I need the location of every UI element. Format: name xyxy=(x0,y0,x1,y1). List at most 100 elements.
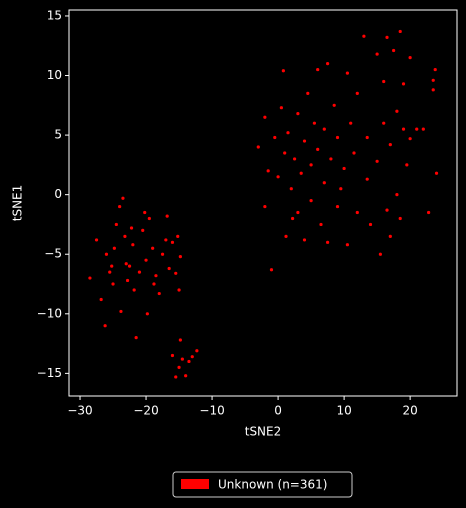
point xyxy=(137,270,142,274)
point xyxy=(316,67,320,72)
point xyxy=(382,79,386,84)
point xyxy=(110,264,114,268)
point xyxy=(145,312,149,316)
point xyxy=(322,127,326,131)
point xyxy=(319,222,323,227)
point xyxy=(365,177,369,181)
point xyxy=(112,246,116,250)
point xyxy=(121,196,125,200)
x-tick-label: 20 xyxy=(402,404,417,418)
point xyxy=(167,266,171,271)
point xyxy=(99,297,103,302)
x-tick-label: −30 xyxy=(67,404,92,418)
point xyxy=(157,291,161,296)
y-tick-label: 0 xyxy=(54,187,62,201)
point xyxy=(141,228,145,233)
point xyxy=(269,268,274,272)
point xyxy=(111,282,115,286)
point xyxy=(398,216,402,221)
point xyxy=(125,278,130,283)
point xyxy=(312,121,316,125)
point xyxy=(296,112,300,116)
legend-swatch xyxy=(181,479,209,489)
point xyxy=(329,157,333,161)
point xyxy=(392,48,396,53)
point xyxy=(431,88,435,92)
point xyxy=(103,324,107,328)
point xyxy=(144,258,148,262)
point xyxy=(174,271,178,275)
point xyxy=(160,252,165,256)
point xyxy=(134,336,138,340)
point xyxy=(401,82,406,86)
point xyxy=(322,181,326,185)
point xyxy=(164,238,168,242)
point xyxy=(190,355,194,359)
point xyxy=(154,274,158,278)
point xyxy=(292,157,297,161)
point xyxy=(127,264,132,268)
point xyxy=(187,359,191,364)
point xyxy=(279,106,283,110)
point xyxy=(263,204,267,209)
point xyxy=(123,234,127,238)
point xyxy=(177,365,181,370)
point xyxy=(178,338,182,342)
point xyxy=(165,214,169,218)
point xyxy=(342,166,346,171)
point xyxy=(286,131,290,135)
point xyxy=(131,243,135,247)
y-axis-label: tSNE1 xyxy=(11,185,25,222)
point xyxy=(152,282,156,286)
point xyxy=(433,67,437,72)
point xyxy=(124,262,128,266)
point xyxy=(170,353,175,358)
point xyxy=(283,151,287,155)
point xyxy=(129,226,134,230)
y-tick-label: 10 xyxy=(47,68,62,82)
point xyxy=(256,145,260,149)
point xyxy=(339,187,343,191)
point xyxy=(147,216,151,221)
point xyxy=(408,137,412,141)
x-axis-label: tSNE2 xyxy=(245,425,282,439)
point xyxy=(108,270,112,274)
x-tick-label: 10 xyxy=(336,404,351,418)
point xyxy=(309,163,313,167)
point xyxy=(178,255,182,259)
point xyxy=(266,169,270,173)
point xyxy=(385,35,389,40)
point xyxy=(382,121,386,125)
point xyxy=(104,252,109,256)
point xyxy=(289,187,293,191)
point xyxy=(335,135,340,140)
legend-box xyxy=(172,471,353,498)
point xyxy=(88,276,92,280)
x-tick-label: −10 xyxy=(199,404,224,418)
point xyxy=(332,103,336,107)
point xyxy=(276,175,280,179)
point xyxy=(180,357,184,361)
point xyxy=(375,159,379,163)
point xyxy=(284,234,288,238)
point xyxy=(114,222,118,227)
point xyxy=(291,216,295,221)
point xyxy=(345,71,350,75)
point xyxy=(421,127,425,131)
point xyxy=(170,240,175,244)
point xyxy=(118,204,122,209)
y-tick-label: 15 xyxy=(47,8,62,22)
point xyxy=(368,222,373,227)
point xyxy=(434,171,439,175)
point xyxy=(355,91,359,95)
point xyxy=(345,243,350,247)
point xyxy=(306,91,310,95)
point xyxy=(401,127,406,131)
legend-label: Unknown (n=361) xyxy=(218,478,327,492)
point xyxy=(302,139,307,143)
point xyxy=(174,375,178,379)
point xyxy=(132,288,136,292)
point xyxy=(388,143,392,147)
x-tick-label: 0 xyxy=(274,404,282,418)
